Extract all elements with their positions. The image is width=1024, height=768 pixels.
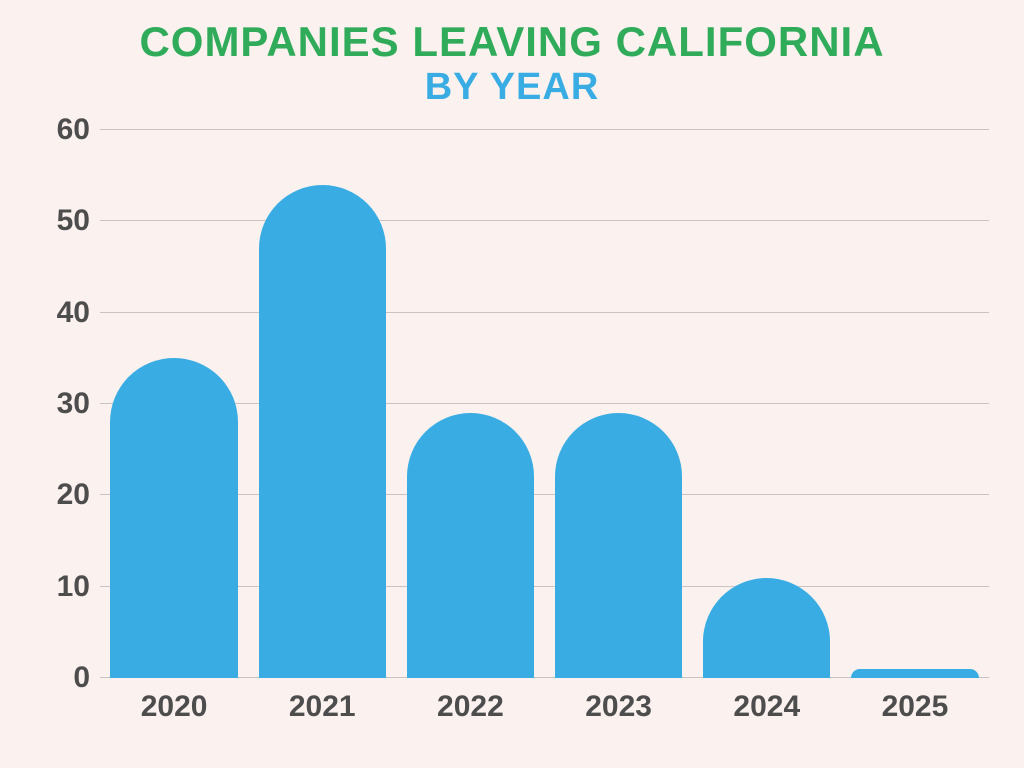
chart-area: 202020212022202320242025 0102030405060 <box>30 130 999 738</box>
y-axis-label: 30 <box>40 387 90 421</box>
bar <box>703 578 830 678</box>
bar-slot: 2023 <box>545 130 693 678</box>
bar-slot: 2021 <box>248 130 396 678</box>
y-axis-label: 60 <box>40 113 90 147</box>
x-axis-label: 2024 <box>733 690 800 724</box>
bar <box>555 413 682 678</box>
bar-slot: 2020 <box>100 130 248 678</box>
plot-region: 202020212022202320242025 0102030405060 <box>100 130 989 678</box>
y-axis-label: 20 <box>40 478 90 512</box>
bar <box>110 358 237 678</box>
bars-layer: 202020212022202320242025 <box>100 130 989 678</box>
bar <box>851 669 978 678</box>
y-axis-label: 10 <box>40 570 90 604</box>
chart-title-sub: BY YEAR <box>30 66 994 109</box>
bar-slot: 2022 <box>396 130 544 678</box>
bar <box>407 413 534 678</box>
bar-slot: 2025 <box>841 130 989 678</box>
bar <box>259 185 386 678</box>
x-axis-label: 2020 <box>141 690 208 724</box>
y-axis-label: 0 <box>40 661 90 695</box>
y-axis-label: 50 <box>40 204 90 238</box>
x-axis-label: 2025 <box>882 690 949 724</box>
x-axis-label: 2023 <box>585 690 652 724</box>
bar-slot: 2024 <box>693 130 841 678</box>
y-axis-label: 40 <box>40 296 90 330</box>
chart-title-main: COMPANIES LEAVING CALIFORNIA <box>30 20 994 64</box>
x-axis-label: 2021 <box>289 690 356 724</box>
page-root: COMPANIES LEAVING CALIFORNIA BY YEAR 202… <box>0 0 1024 768</box>
x-axis-label: 2022 <box>437 690 504 724</box>
